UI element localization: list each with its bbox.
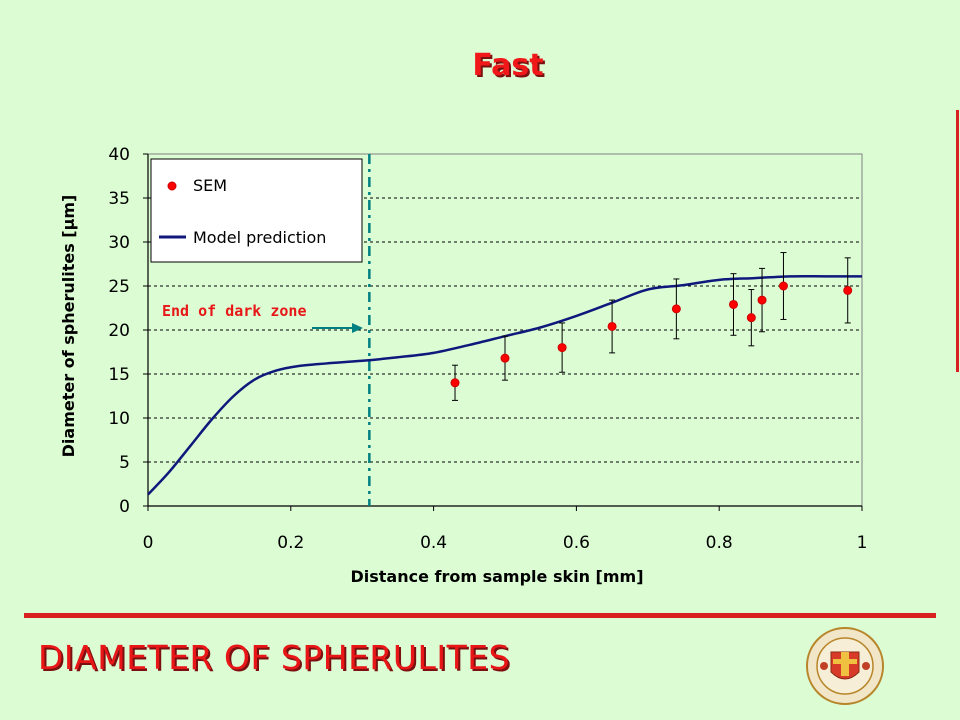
sem-point [557,343,567,353]
university-seal-logo [806,627,884,705]
sem-point [746,313,756,323]
sem-point [757,295,767,305]
x-axis-title: Distance from sample skin [mm] [350,567,643,586]
sem-point [607,321,617,331]
axes [143,153,863,511]
x-tick-label: 0.6 [563,533,590,553]
x-tick-labels: 0 0.2 0.4 0.6 0.8 1 [143,533,868,553]
right-edge-bar [956,110,959,372]
sem-point [450,378,460,388]
y-tick-label: 40 [108,145,130,165]
sem-point [778,281,788,291]
slide-title: Fast [472,48,544,83]
y-tick-label: 25 [108,277,130,297]
y-axis-title: Diameter of spherulites [μm] [59,195,78,458]
x-tick-label: 0.2 [277,533,304,553]
legend-sem-label: SEM [193,176,227,195]
y-tick-labels: 0 5 10 15 20 25 30 35 40 [108,145,130,517]
y-tick-label: 35 [108,189,130,209]
y-tick-label: 0 [119,497,130,517]
model-prediction-line [147,274,862,496]
sem-point [671,304,681,314]
x-tick-label: 1 [857,533,868,553]
y-tick-label: 15 [108,365,130,385]
x-tick-label: 0 [143,533,154,553]
sem-series [450,252,853,401]
legend-sem-marker [167,181,177,191]
sem-point [843,285,853,295]
x-tick-label: 0.8 [706,533,733,553]
slide-footer-title: DIAMETER OF SPHERULITES [38,638,511,677]
annotation: End of dark zone [162,302,363,333]
sem-point [500,353,510,363]
y-tick-label: 10 [108,409,130,429]
legend-model-label: Model prediction [193,228,326,247]
y-tick-label: 30 [108,233,130,253]
footer-rule [24,613,936,618]
y-tick-label: 20 [108,321,130,341]
annotation-label: End of dark zone [162,302,307,320]
legend: SEM Model prediction [150,158,363,263]
y-tick-label: 5 [119,453,130,473]
x-tick-label: 0.4 [420,533,447,553]
sem-point [728,299,738,309]
annotation-arrow-head [352,323,363,333]
